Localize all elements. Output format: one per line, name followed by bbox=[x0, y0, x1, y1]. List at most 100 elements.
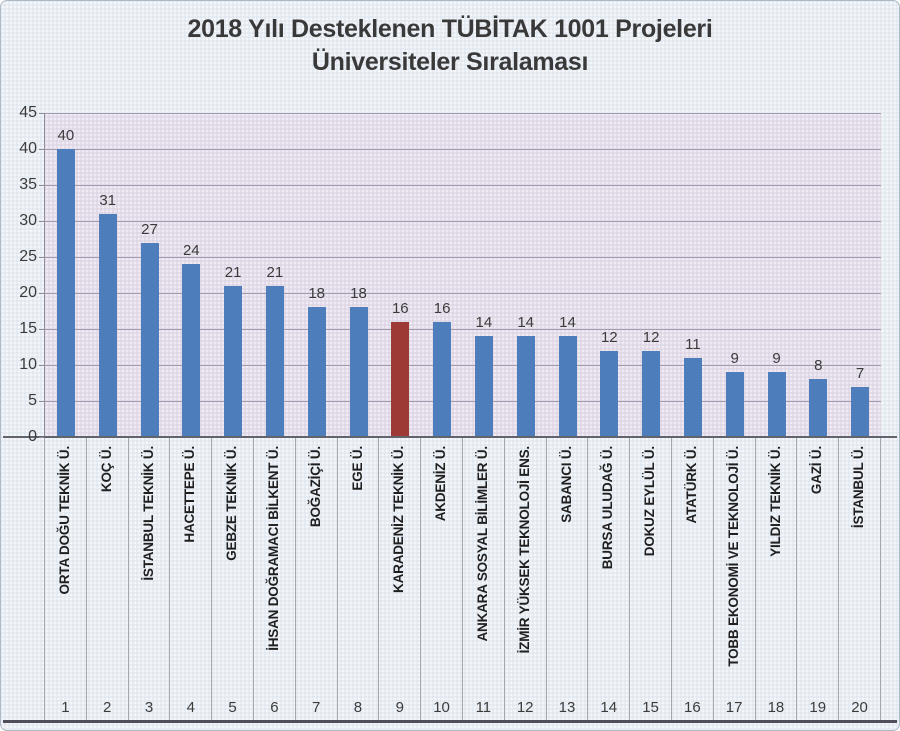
rank-number: 1 bbox=[61, 699, 70, 716]
bar-value-label: 12 bbox=[600, 328, 618, 346]
y-axis-tick-label: 25 bbox=[19, 248, 37, 265]
bar bbox=[224, 285, 243, 437]
rank-number: 7 bbox=[312, 699, 321, 716]
y-axis-tick-mark bbox=[39, 437, 44, 438]
y-axis-tick-label: 45 bbox=[19, 104, 37, 121]
category-label: İSTANBUL Ü. bbox=[851, 446, 867, 529]
category-label: İZMİR YÜKSEK TEKNOLOJİ ENS. bbox=[516, 446, 532, 654]
gridline bbox=[45, 220, 881, 222]
category-column: İHSAN DOĞRAMACI BİLKENT Ü. 6 bbox=[254, 438, 296, 720]
bar bbox=[683, 357, 702, 437]
bar-value-label: 14 bbox=[475, 314, 493, 332]
y-axis-tick-mark bbox=[39, 401, 44, 402]
category-label: TOBB EKONOMİ VE TEKNOLOJİ Ü. bbox=[725, 446, 741, 667]
category-label: SABANCI Ü. bbox=[558, 446, 574, 523]
category-column: GAZİ Ü. 19 bbox=[797, 438, 840, 720]
rank-number: 8 bbox=[353, 699, 363, 716]
bar-value-label: 31 bbox=[99, 191, 117, 209]
rank-number: 10 bbox=[433, 699, 450, 716]
gridline bbox=[45, 328, 881, 330]
category-label: KARADENİZ TEKNİK Ü. bbox=[391, 446, 407, 593]
y-axis-tick-mark bbox=[39, 221, 44, 222]
bar-value-label: 21 bbox=[224, 263, 242, 281]
bar-value-label: 18 bbox=[350, 285, 367, 303]
y-axis-tick-label: 10 bbox=[19, 356, 37, 373]
chart-title-line2: Üniversiteler Sıralaması bbox=[311, 48, 589, 76]
bar bbox=[265, 285, 284, 437]
category-column: KARADENİZ TEKNİK Ü. 9 bbox=[379, 438, 422, 720]
y-axis-tick-label: 5 bbox=[28, 392, 37, 409]
bar-value-label: 7 bbox=[855, 364, 865, 382]
bar-value-label: 40 bbox=[57, 127, 75, 144]
bar-value-label: 27 bbox=[141, 220, 158, 238]
plot-area: 40 31 27 24 21 21 18 18 16 16 14 14 14 12 12 11 9 9 8 7 bbox=[44, 112, 881, 437]
bar-value-label: 21 bbox=[266, 263, 284, 281]
y-axis-tick-label: 20 bbox=[19, 284, 37, 301]
category-column: ANKARA SOSYAL BİLİMLER Ü. 11 bbox=[463, 438, 505, 720]
category-column: BURSA ULUDAĞ Ü. 14 bbox=[588, 438, 631, 720]
rank-number: 6 bbox=[270, 699, 279, 716]
bar bbox=[349, 307, 368, 437]
chart-title: 2018 Yılı Desteklenen TÜBİTAK 1001 Proje… bbox=[1, 13, 899, 79]
category-label: ATATÜRK Ü. bbox=[683, 446, 699, 524]
rank-number: 19 bbox=[809, 699, 827, 716]
bar bbox=[140, 242, 159, 437]
bar bbox=[516, 336, 535, 437]
rank-number: 3 bbox=[144, 699, 154, 716]
axis-right-gutter bbox=[881, 438, 897, 720]
category-column: İZMİR YÜKSEK TEKNOLOJİ ENS. 12 bbox=[505, 438, 547, 720]
bar bbox=[433, 321, 452, 437]
bar bbox=[767, 372, 786, 437]
y-axis-tick-mark bbox=[39, 365, 44, 366]
category-label: EGE Ü. bbox=[349, 446, 365, 491]
rank-number: 16 bbox=[684, 699, 701, 716]
chart-title-line1: 2018 Yılı Desteklenen TÜBİTAK 1001 Proje… bbox=[187, 15, 713, 43]
bar-value-label: 9 bbox=[730, 350, 739, 368]
bar bbox=[182, 264, 201, 437]
category-label: BOĞAZİÇİ Ü. bbox=[307, 446, 323, 528]
gridline bbox=[45, 184, 881, 186]
rank-number: 2 bbox=[103, 699, 112, 716]
bar-value-label: 12 bbox=[642, 328, 660, 346]
rank-number: 17 bbox=[725, 699, 743, 716]
y-axis-tick-label: 30 bbox=[19, 212, 37, 229]
y-axis-tick-mark bbox=[39, 185, 44, 186]
category-column: ORTA DOĞU TEKNİK Ü. 1 bbox=[45, 438, 87, 720]
bar-value-label: 9 bbox=[772, 350, 781, 368]
bar bbox=[600, 350, 619, 437]
bar-value-label: 24 bbox=[182, 242, 200, 260]
y-axis-tick-label: 15 bbox=[19, 320, 37, 337]
bar bbox=[56, 149, 75, 437]
category-label: ANKARA SOSYAL BİLİMLER Ü. bbox=[474, 446, 490, 642]
category-label: İSTANBUL TEKNİK Ü. bbox=[140, 446, 156, 581]
category-label: KOÇ Ü. bbox=[98, 446, 114, 493]
category-label: BURSA ULUDAĞ Ü. bbox=[600, 446, 616, 570]
x-axis-line bbox=[3, 436, 897, 438]
category-column: DOKUZ EYLÜL Ü. 15 bbox=[630, 438, 672, 720]
category-column: KOÇ Ü. 2 bbox=[87, 438, 129, 720]
category-column: ATATÜRK Ü. 16 bbox=[672, 438, 714, 720]
gridline bbox=[45, 256, 881, 258]
category-column: İSTANBUL Ü. 20 bbox=[839, 438, 881, 720]
category-table: ORTA DOĞU TEKNİK Ü. 1 KOÇ Ü. 2 İSTANBUL TEKN… bbox=[3, 438, 897, 723]
category-column: AKDENİZ Ü. 10 bbox=[421, 438, 463, 720]
rank-number: 15 bbox=[642, 699, 659, 716]
category-label: AKDENİZ Ü. bbox=[433, 446, 449, 522]
rank-number: 20 bbox=[851, 699, 868, 716]
gridline bbox=[45, 364, 881, 366]
y-axis-tick-mark bbox=[39, 293, 44, 294]
bar-value-label: 14 bbox=[517, 314, 535, 332]
y-axis-tick-mark bbox=[39, 113, 44, 114]
bar bbox=[642, 350, 661, 437]
category-label: ORTA DOĞU TEKNİK Ü. bbox=[57, 446, 72, 595]
y-axis-tick-mark bbox=[39, 149, 44, 150]
category-column: HACETTEPE Ü. 4 bbox=[170, 438, 213, 720]
category-column: GEBZE TEKNİK Ü. 5 bbox=[212, 438, 254, 720]
gridline bbox=[45, 148, 881, 150]
rank-number: 11 bbox=[475, 699, 492, 716]
bar-value-label: 16 bbox=[391, 299, 409, 317]
bar-value-label: 11 bbox=[685, 335, 701, 353]
bar bbox=[851, 386, 870, 437]
category-column: EGE Ü. 8 bbox=[338, 438, 380, 720]
rank-number: 9 bbox=[395, 699, 404, 716]
